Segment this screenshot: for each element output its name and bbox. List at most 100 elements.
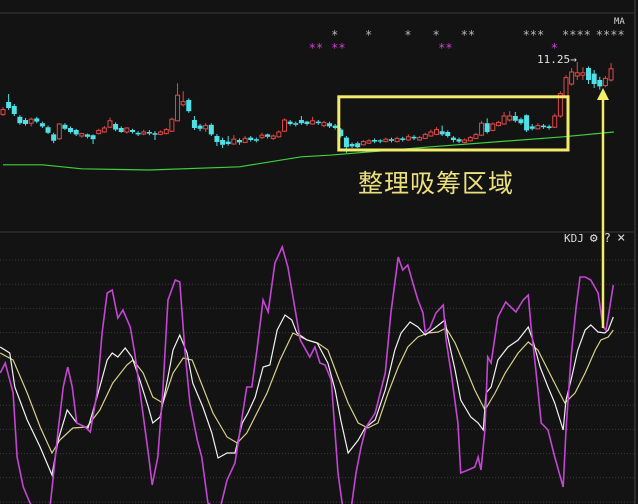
kdj-gridlines [0,259,634,503]
signal-star: ** [308,41,324,55]
candle-body [388,139,394,141]
candle-body [462,139,468,143]
candle-down [540,124,546,129]
candle-down [73,128,79,136]
candle-up [422,132,428,140]
candle-body [197,125,203,129]
candle-body [535,125,541,130]
candle-body [225,141,231,144]
candle-body [191,120,197,128]
candle-up [163,128,169,135]
candle-up [507,111,513,122]
candle-body [96,129,102,135]
candle-down [439,125,445,136]
candle-up [360,140,366,146]
candle-up [107,117,113,128]
candle-up [242,136,248,144]
candle-up [405,134,411,141]
candle-up [175,83,181,122]
ma-label: MA [614,17,625,27]
arrow-head [597,88,609,100]
candle-body [158,131,164,135]
candle-body [34,118,40,122]
candle-up [28,117,34,127]
candle-down [484,118,490,134]
candle-down [349,142,355,148]
candle-up [434,127,440,136]
candle-up [203,123,209,132]
candle-down [135,131,141,136]
help-button[interactable]: ? [603,231,611,245]
candle-down [186,98,192,113]
gear-icon[interactable]: ⚙ [589,230,598,246]
candle-down [62,123,68,130]
candle-body [51,134,57,141]
candle-up [462,138,468,144]
candle-body [79,133,85,137]
candle-body [518,119,524,124]
candle-body [214,136,220,142]
candle-body [546,126,552,128]
signal-star: **** [562,28,591,42]
candle-body [113,124,119,130]
candle-body [259,134,265,139]
candle-down [591,70,597,88]
candle-down [377,139,383,144]
candle-down [445,130,451,138]
candle-up [0,107,6,116]
candle-body [90,135,96,140]
kdj-title[interactable]: KDJ [564,231,584,245]
candle-up [310,116,316,125]
candle-body [220,140,226,145]
candle-body [569,71,575,85]
candle-up [158,130,164,136]
candle-down [512,112,518,123]
signal-star: ** [438,41,453,55]
candle-body [0,109,6,115]
candle-up [563,75,569,98]
high-price-marker: 11.25→ [537,53,577,66]
candle-up [56,123,62,140]
candle-down [400,136,406,142]
signal-star: * [404,28,412,42]
candle-body [208,124,214,135]
candle-body [124,127,130,133]
candle-body [411,136,417,139]
signal-star: * [331,28,339,42]
candle-down [113,122,119,132]
candle-down [332,124,338,130]
candle-up [394,136,400,143]
candle-body [366,140,372,144]
candle-body [591,73,597,84]
candle-up [169,117,175,132]
candle-body [28,118,34,124]
signal-star: * [432,28,440,42]
candle-body [434,129,440,135]
kdj-header: KDJ ⚙ ? × [564,230,625,246]
candle-body [68,128,74,132]
candle-body [428,131,434,137]
candle-up [580,67,586,80]
candle-body [282,119,287,132]
candle-down [287,120,293,126]
candle-down [34,116,40,124]
candle-body [236,140,242,143]
candle-body [298,120,304,124]
candle-body [270,135,276,139]
candle-body [276,131,282,138]
candle-body [332,125,338,128]
candle-down [355,141,361,148]
candle-body [495,121,501,127]
candle-body [439,131,445,135]
close-button[interactable]: × [616,230,626,246]
candle-down [236,138,242,145]
candle-down [208,123,214,136]
candle-up [417,136,423,141]
accumulation-zone-box [337,95,570,152]
candle-down [23,118,29,126]
candle-body [265,134,271,137]
candle-down [118,126,124,133]
candle-body [360,141,366,146]
candle-body [456,139,462,142]
candle-body [484,123,490,132]
